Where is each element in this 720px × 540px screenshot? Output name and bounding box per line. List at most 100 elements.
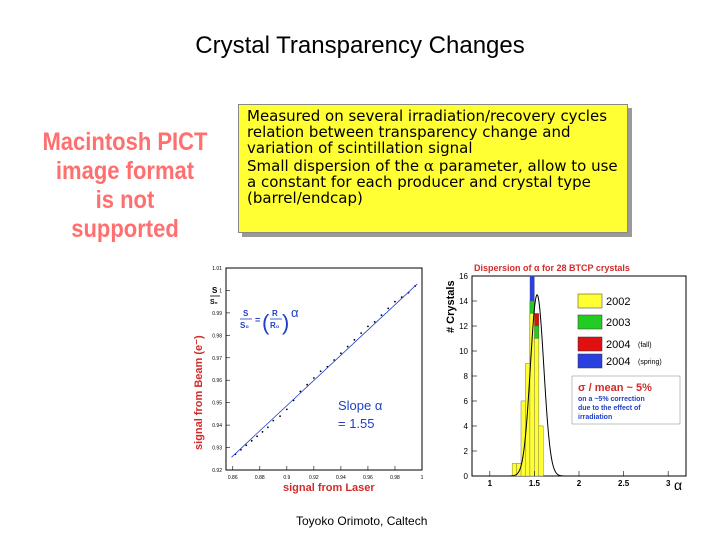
- data-point: [306, 383, 309, 386]
- y-tick-label: 6: [464, 397, 469, 406]
- formula-paren: (: [262, 310, 270, 335]
- slope-value: = 1.55: [338, 416, 375, 431]
- scaling-formula: S S₀ = ( R R₀ ) α: [240, 305, 299, 335]
- y-tick-label: 0.95: [212, 401, 222, 407]
- y-tick-label: 0.98: [212, 333, 222, 339]
- plot-background: [188, 258, 428, 498]
- y-tick-label: 0.92: [212, 468, 222, 474]
- info-callout: Measured on several irradiation/recovery…: [238, 104, 628, 233]
- data-point: [360, 332, 363, 334]
- legend-label-2004-fall: 2004: [606, 339, 630, 351]
- x-tick-label: 1: [488, 479, 493, 488]
- x-tick-label: 0.92: [309, 475, 319, 481]
- x-tick-label: 3: [666, 479, 671, 488]
- formula-r-bot: R₀: [270, 321, 280, 330]
- data-point: [267, 426, 269, 429]
- callout-text: Small dispersion of the: [247, 157, 424, 175]
- y-axis-label: signal from Beam (e⁻): [193, 335, 205, 450]
- footer-credit: Toyoko Orimoto, Caltech: [296, 514, 428, 528]
- plot-frame: [225, 267, 423, 471]
- y-ticks: 0 2 4 6 8 10 12 14 16: [459, 272, 477, 481]
- y-tick-label: 0.97: [212, 356, 222, 362]
- x-tick-label: 0.96: [363, 475, 373, 481]
- y-tick-label: 1.01: [212, 266, 222, 272]
- data-point: [387, 307, 390, 310]
- callout-paragraph: Small dispersion of the α parameter, all…: [247, 158, 619, 206]
- data-point: [346, 345, 349, 348]
- y-tick-label: 0.94: [212, 423, 222, 429]
- x-tick-label: 0.9: [283, 475, 290, 481]
- beam-vs-laser-plot: 0.86 0.88 0.9 0.92 0.94 0.96 0.98 1 1.01 1 0.99 0.…: [188, 258, 428, 498]
- chart-title: Dispersion of α for 28 BTCP crystals: [474, 263, 630, 273]
- formula-r-top: R: [272, 309, 278, 318]
- legend-swatch-2002: [577, 293, 603, 309]
- data-point: [373, 320, 376, 323]
- data-point: [261, 430, 264, 433]
- fit-line: [231, 283, 418, 458]
- image-placeholder: Macintosh PICT image format is not suppo…: [41, 128, 208, 244]
- legend-label-2003: 2003: [606, 317, 630, 329]
- x-tick-label: 2: [577, 479, 582, 488]
- data-point: [353, 338, 356, 341]
- formula-paren: ): [282, 310, 289, 335]
- placeholder-line: is not supported: [71, 186, 179, 243]
- data-point: [245, 444, 248, 447]
- formula-lhs-bot: S₀: [240, 321, 249, 330]
- x-axis-label: α: [674, 477, 682, 493]
- x-ticks: 1 1.5 2 2.5 3: [488, 471, 671, 488]
- legend-swatch-2004-spring: [577, 353, 603, 369]
- data-point: [312, 377, 315, 379]
- data-point: [285, 408, 288, 411]
- y-tick-label: 12: [459, 322, 468, 331]
- data-point: [367, 325, 369, 328]
- data-point: [272, 419, 275, 422]
- y-tick-label: 2: [464, 447, 469, 456]
- dispersion-sub: on a ~5% correction: [578, 396, 645, 403]
- legend-label-2004-spring: 2004: [606, 356, 630, 368]
- histogram-bar: [511, 463, 517, 477]
- formula-equals: =: [255, 315, 260, 325]
- y-tick-label: 4: [464, 422, 469, 431]
- slope-label: Slope α: [338, 398, 383, 413]
- legend: 2002 2003 2004 (fall) 2004 (spring): [577, 293, 662, 369]
- histogram-bars: [511, 275, 544, 477]
- data-point: [250, 439, 253, 442]
- dispersion-sub: due to the effect of: [578, 405, 641, 412]
- data-point: [339, 352, 342, 355]
- x-tick-label: 1: [421, 475, 424, 481]
- yaxis-fraction-top: S: [212, 286, 218, 295]
- data-point: [279, 415, 281, 418]
- data-point: [333, 359, 336, 361]
- callout-paragraph: Measured on several irradiation/recovery…: [247, 107, 608, 157]
- y-tick-label: 1: [219, 288, 222, 294]
- y-tick-label: 14: [459, 297, 468, 306]
- x-tick-label: 0.98: [390, 475, 400, 481]
- y-tick-label: 16: [459, 272, 468, 281]
- y-tick-label: 0.96: [212, 378, 222, 384]
- callout-text: parameter, allow to use a constant for e…: [247, 157, 618, 207]
- y-ticks: 1.01 1 0.99 0.98 0.97 0.96 0.95 0.94 0.93 0.92: [212, 266, 230, 474]
- formula-lhs-top: S: [243, 309, 249, 318]
- legend-note-fall: (fall): [638, 342, 652, 349]
- alpha-dispersion-histogram: Dispersion of α for 28 BTCP crystals # C…: [438, 258, 690, 498]
- y-axis-label: # Crystals: [445, 280, 457, 333]
- dispersion-note-box: [571, 375, 681, 425]
- slide-title: Crystal Transparency Changes: [195, 32, 525, 59]
- dispersion-sub: irradiation: [578, 414, 612, 421]
- data-points: [234, 285, 417, 456]
- y-tick-label: 10: [459, 347, 468, 356]
- formula-exponent: α: [291, 305, 299, 320]
- data-point: [380, 314, 383, 317]
- x-axis-label: signal from Laser: [283, 482, 375, 494]
- legend-swatch-2003: [577, 314, 603, 330]
- alpha-symbol: α: [423, 157, 435, 175]
- legend-label-2002: 2002: [606, 296, 630, 308]
- placeholder-line: image format: [55, 157, 195, 185]
- placeholder-line: Macintosh PICT: [42, 128, 208, 156]
- data-point: [256, 435, 258, 438]
- histogram-bar: [538, 425, 544, 477]
- x-tick-label: 0.88: [255, 475, 265, 481]
- yaxis-fraction-bot: S₀: [210, 299, 218, 306]
- dispersion-main: σ / mean ~ 5%: [578, 382, 652, 394]
- x-tick-label: 2.5: [618, 479, 630, 488]
